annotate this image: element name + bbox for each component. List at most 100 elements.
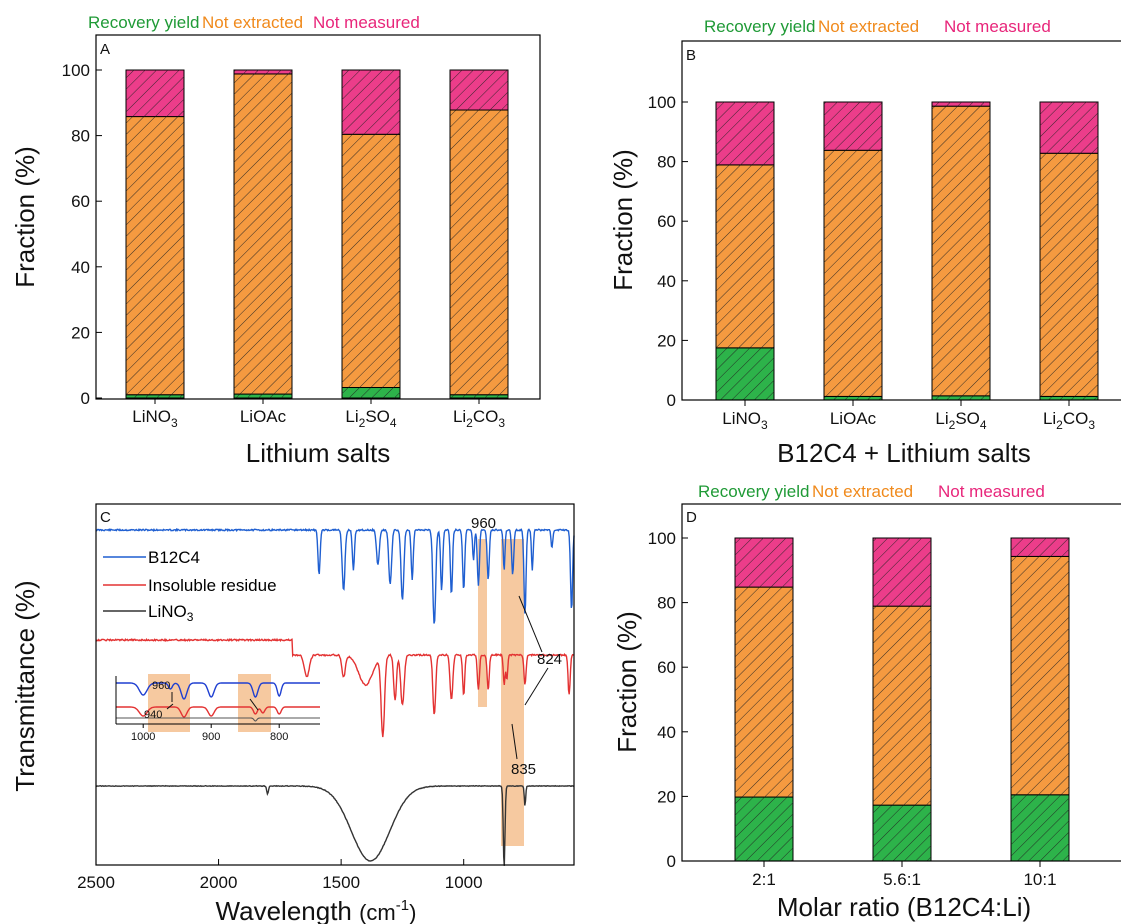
inset-ticks: 1000 900 800 xyxy=(131,724,288,743)
xtick-label-c-2000: 2000 xyxy=(200,873,238,892)
bar-b-not-extracted-3-hatch xyxy=(1040,153,1098,397)
bar-d-not-extracted-2-hatch xyxy=(1011,556,1069,795)
panel-label-c: C xyxy=(100,509,111,526)
y-axis-title-c: Transmittance (%) xyxy=(10,580,40,791)
x-axis-c: 2500 2000 1500 1000 xyxy=(77,859,483,892)
bar-b-not-measured-0-hatch xyxy=(716,102,774,165)
plot-frame-a xyxy=(95,34,541,400)
legend-not-extracted-b: Not extracted xyxy=(818,17,919,36)
xtick-label-c-1000: 1000 xyxy=(445,873,483,892)
x-axis-d: 2:1 5.6:1 10:1 xyxy=(752,861,1057,889)
inset-xtick-label-900: 900 xyxy=(202,731,220,743)
arrow-824-a xyxy=(524,667,549,706)
legend-not-measured-b: Not measured xyxy=(944,17,1051,36)
bar-b-recovery-2-hatch xyxy=(932,395,990,400)
ytick-label-d-100: 100 xyxy=(648,529,676,548)
legend-lino3: LiNO3 xyxy=(148,602,194,624)
bar-b-not-extracted-1-hatch xyxy=(824,150,882,397)
y-axis-a: 0 20 40 60 80 100 xyxy=(62,61,102,408)
legend-b12c4: B12C4 xyxy=(148,548,200,567)
legend-not-measured-d: Not measured xyxy=(938,482,1045,501)
inset-series-residue xyxy=(116,706,320,718)
bar-a-recovery-3-hatch xyxy=(450,394,508,398)
bar-d-not-measured-1-hatch xyxy=(873,538,931,607)
bar-d-not-extracted-1-hatch xyxy=(873,606,931,806)
bar-a-not-extracted-2-hatch xyxy=(342,134,400,388)
legend-recovery-d: Recovery yield xyxy=(698,482,810,501)
ytick-label-b-0: 0 xyxy=(667,391,676,410)
arrow-824-b xyxy=(518,595,543,653)
bar-b-not-extracted-2-hatch xyxy=(932,106,990,396)
inset-xtick-label-800: 800 xyxy=(270,731,288,743)
bar-d-recovery-2-hatch xyxy=(1011,794,1069,861)
legend-recovery-b: Recovery yield xyxy=(704,17,816,36)
bar-a-not-measured-1-hatch xyxy=(234,70,292,74)
xtick-label-a-3: Li2CO3 xyxy=(453,407,505,430)
bars-a xyxy=(125,69,509,399)
series-residue-line xyxy=(95,637,575,738)
bar-d-not-extracted-0-hatch xyxy=(735,587,793,798)
xtick-label-d-2: 10:1 xyxy=(1023,870,1056,889)
bars-d xyxy=(734,537,1070,862)
bar-d-not-measured-0-hatch xyxy=(735,538,793,588)
bars-b xyxy=(715,101,1099,401)
xtick-label-b-1: LiOAc xyxy=(830,409,877,428)
xtick-label-d-1: 5.6:1 xyxy=(883,870,921,889)
bar-a-recovery-0-hatch xyxy=(126,394,184,398)
highlight-960 xyxy=(478,539,487,707)
inset-series-lino3 xyxy=(116,717,320,722)
bar-a-not-measured-0-hatch xyxy=(126,70,184,117)
highlight-824-835 xyxy=(501,539,524,846)
ytick-label-a-80: 80 xyxy=(71,127,90,146)
plot-frame-d xyxy=(681,503,1121,862)
annotation-960: 960 xyxy=(471,515,496,532)
series-b12c4-line xyxy=(95,527,575,624)
inset-arrow-940 xyxy=(166,703,174,710)
series-lino3-line xyxy=(95,784,575,866)
bar-b-not-extracted-0-hatch xyxy=(716,164,774,348)
ytick-label-b-40: 40 xyxy=(657,272,676,291)
inset-xtick-label-1000: 1000 xyxy=(131,731,155,743)
panel-label-a: A xyxy=(100,41,110,58)
bar-d-not-measured-2-hatch xyxy=(1011,538,1069,557)
annotation-824: 824 xyxy=(537,651,562,668)
annotation-835: 835 xyxy=(511,761,536,778)
xtick-label-c-1500: 1500 xyxy=(322,873,360,892)
plot-frame-c xyxy=(95,503,575,866)
panel-b: Recovery yield Not extracted Not measure… xyxy=(608,17,1121,468)
legend-residue: Insoluble residue xyxy=(148,576,277,595)
ytick-label-d-40: 40 xyxy=(657,723,676,742)
xtick-label-a-0: LiNO3 xyxy=(132,407,178,430)
xtick-label-b-3: Li2CO3 xyxy=(1043,409,1095,432)
ytick-label-a-20: 20 xyxy=(71,323,90,342)
y-axis-d: 0 20 40 60 80 100 xyxy=(648,529,688,871)
inset-panel: 1000 900 800 960 940 xyxy=(115,674,320,743)
x-axis-title-d: Molar ratio (B12C4:Li) xyxy=(777,892,1031,922)
ytick-label-d-0: 0 xyxy=(667,852,676,871)
inset-series-b12c4 xyxy=(116,682,320,700)
ytick-label-b-100: 100 xyxy=(648,93,676,112)
ytick-label-d-80: 80 xyxy=(657,594,676,613)
x-axis-title-a: Lithium salts xyxy=(246,438,391,468)
bar-a-recovery-2-hatch xyxy=(342,387,400,398)
bar-d-recovery-1-hatch xyxy=(873,805,931,861)
ytick-label-a-0: 0 xyxy=(81,389,90,408)
ytick-label-b-80: 80 xyxy=(657,153,676,172)
arrow-835 xyxy=(511,723,518,760)
x-axis-title-b: B12C4 + Lithium salts xyxy=(777,438,1031,468)
ytick-label-a-100: 100 xyxy=(62,61,90,80)
bar-b-not-measured-3-hatch xyxy=(1040,102,1098,154)
panel-a: Recovery yield Not extracted Not measure… xyxy=(10,13,541,468)
bar-b-recovery-3-hatch xyxy=(1040,396,1098,400)
y-axis-title-b: Fraction (%) xyxy=(608,149,638,291)
legend-not-measured-a: Not measured xyxy=(313,13,420,32)
xtick-label-a-2: Li2SO4 xyxy=(345,407,396,430)
xtick-label-d-0: 2:1 xyxy=(752,870,776,889)
x-axis-title-c: Wavelength (cm-1) xyxy=(216,896,417,924)
panel-c: B12C4 Insoluble residue LiNO3 960 824 83… xyxy=(10,503,575,924)
ytick-label-b-60: 60 xyxy=(657,212,676,231)
x-axis-a: LiNO3 LiOAc Li2SO4 Li2CO3 xyxy=(132,398,505,430)
xtick-label-b-2: Li2SO4 xyxy=(935,409,986,432)
bar-a-not-measured-2-hatch xyxy=(342,70,400,135)
